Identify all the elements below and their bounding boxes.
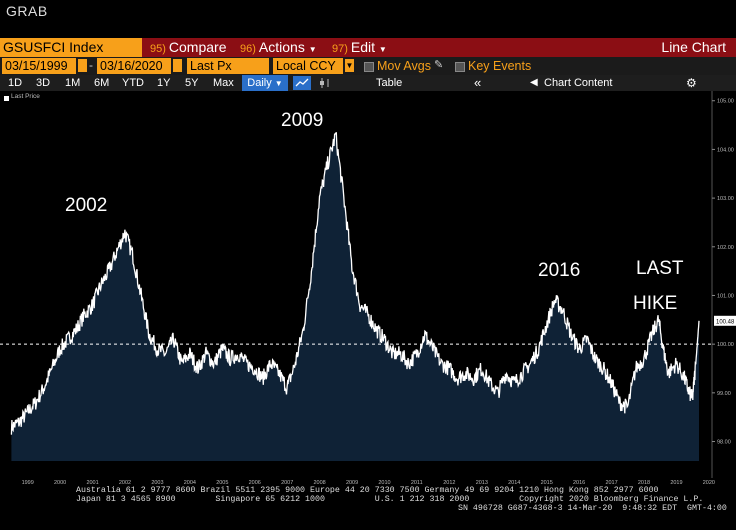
calendar-icon[interactable] bbox=[173, 59, 182, 72]
annotation-label: LAST bbox=[636, 258, 684, 279]
annotation-label: HIKE bbox=[633, 293, 677, 314]
annotation-label: 2016 bbox=[538, 260, 580, 281]
y-tick-label: 103.00 bbox=[717, 196, 734, 202]
line-chart: 98.00 99.00 100.00 101.00 102.00 103.00 104.00… bbox=[0, 91, 736, 486]
y-tick-label: 100.00 bbox=[717, 342, 734, 348]
price-field-select[interactable]: Last Px bbox=[187, 58, 269, 74]
series-line bbox=[10, 132, 700, 435]
actions-menu[interactable]: 96) Actions ▼ bbox=[240, 38, 317, 57]
edit-shortcut: 97) bbox=[332, 43, 348, 55]
x-tick-label: 2006 bbox=[249, 480, 261, 486]
window-title: GRAB bbox=[6, 3, 48, 19]
x-tick-label: 2003 bbox=[151, 480, 163, 486]
x-tick-label: 2018 bbox=[638, 480, 650, 486]
currency-select[interactable]: Local CCY bbox=[273, 58, 343, 74]
x-tick-label: 2012 bbox=[443, 480, 455, 486]
footer-contacts-line1: Australia 61 2 9777 8600 Brazil 5511 239… bbox=[76, 486, 659, 495]
compare-shortcut: 95) bbox=[150, 43, 166, 55]
y-tick-label: 102.00 bbox=[717, 245, 734, 251]
line-style-icon[interactable] bbox=[293, 76, 311, 90]
range-button-1m[interactable]: 1M bbox=[65, 77, 81, 89]
x-tick-label: 1999 bbox=[22, 480, 34, 486]
y-tick-label: 99.00 bbox=[717, 391, 731, 397]
footer-contacts-line2: Japan 81 3 4565 8900 Singapore 65 6212 1… bbox=[76, 495, 704, 504]
candlestick-icon[interactable] bbox=[316, 76, 334, 90]
x-tick-label: 2004 bbox=[184, 480, 196, 486]
chart-content-button[interactable]: Chart Content bbox=[544, 77, 613, 89]
range-button-max[interactable]: Max bbox=[213, 77, 234, 89]
chart-type-label: Line Chart bbox=[661, 39, 726, 55]
actions-shortcut: 96) bbox=[240, 43, 256, 55]
range-button-1y[interactable]: 1Y bbox=[157, 77, 171, 89]
x-tick-label: 2011 bbox=[411, 480, 423, 486]
legend-swatch bbox=[4, 96, 9, 101]
range-bar bbox=[0, 75, 736, 91]
date-separator: - bbox=[89, 58, 93, 72]
x-tick-label: 2005 bbox=[216, 480, 228, 486]
key-events-checkbox[interactable] bbox=[455, 62, 465, 72]
chevron-down-icon: ▼ bbox=[308, 45, 317, 54]
key-events-label: Key Events bbox=[468, 59, 532, 73]
x-tick-label: 2019 bbox=[670, 480, 682, 486]
edit-menu[interactable]: 97) Edit ▼ bbox=[332, 38, 387, 57]
x-tick-label: 2015 bbox=[541, 480, 553, 486]
x-tick-label: 2013 bbox=[476, 480, 488, 486]
collapse-icon[interactable]: « bbox=[474, 75, 482, 90]
edit-label: Edit bbox=[350, 39, 376, 55]
end-date-field[interactable]: 03/16/2020 bbox=[97, 58, 171, 74]
x-tick-label: 2016 bbox=[573, 480, 585, 486]
gear-icon[interactable]: ⚙ bbox=[686, 76, 697, 90]
period-select[interactable]: Daily ▼ bbox=[242, 75, 288, 91]
series-area bbox=[11, 132, 699, 462]
y-tick-label: 105.00 bbox=[717, 99, 734, 105]
footer-session-line: SN 496728 G687-4368-3 14-Mar-20 9:48:32 … bbox=[458, 504, 727, 513]
range-button-6m[interactable]: 6M bbox=[94, 77, 110, 89]
mov-avgs-label: Mov Avgs bbox=[377, 59, 431, 73]
annotation-label: 2009 bbox=[281, 110, 323, 131]
x-tick-label: 2000 bbox=[54, 480, 66, 486]
y-tick-label: 98.00 bbox=[717, 440, 731, 446]
last-value-box bbox=[714, 315, 736, 326]
x-tick-label: 2007 bbox=[281, 480, 293, 486]
pencil-icon[interactable]: ✎ bbox=[434, 59, 444, 71]
x-tick-label: 2001 bbox=[86, 480, 98, 486]
start-date-field[interactable]: 03/15/1999 bbox=[2, 58, 76, 74]
x-tick-label: 2002 bbox=[119, 480, 131, 486]
chevron-down-icon: ▼ bbox=[378, 45, 387, 54]
y-tick-label: 101.00 bbox=[717, 293, 734, 299]
compare-label: Compare bbox=[168, 39, 227, 55]
mov-avgs-checkbox[interactable] bbox=[364, 62, 374, 72]
chevron-down-icon: ▼ bbox=[274, 79, 283, 88]
actions-label: Actions bbox=[258, 39, 305, 55]
x-tick-label: 2009 bbox=[346, 480, 358, 486]
annotation-label: 2002 bbox=[65, 195, 107, 216]
last-value-label: 100.48 bbox=[716, 319, 735, 325]
y-tick-label: 104.00 bbox=[717, 147, 734, 153]
calendar-icon[interactable] bbox=[78, 59, 87, 72]
x-tick-label: 2014 bbox=[508, 480, 520, 486]
range-button-3d[interactable]: 3D bbox=[36, 77, 51, 89]
range-button-1d[interactable]: 1D bbox=[8, 77, 23, 89]
table-button[interactable]: Table bbox=[376, 77, 403, 89]
ticker-field[interactable]: GSUSFCI Index bbox=[0, 38, 142, 57]
x-tick-label: 2008 bbox=[314, 480, 326, 486]
x-tick-label: 2017 bbox=[605, 480, 617, 486]
range-button-ytd[interactable]: YTD bbox=[122, 77, 144, 89]
arrow-left-icon: ◀ bbox=[530, 77, 538, 88]
compare-button[interactable]: 95) Compare bbox=[150, 38, 227, 57]
x-tick-label: 2010 bbox=[378, 480, 390, 486]
chevron-down-icon[interactable]: ▼ bbox=[345, 59, 354, 72]
legend-label: Last Price bbox=[11, 93, 40, 100]
command-bar bbox=[0, 38, 736, 57]
x-tick-label: 2020 bbox=[703, 480, 715, 486]
period-label: Daily bbox=[247, 77, 272, 89]
range-button-5y[interactable]: 5Y bbox=[185, 77, 199, 89]
